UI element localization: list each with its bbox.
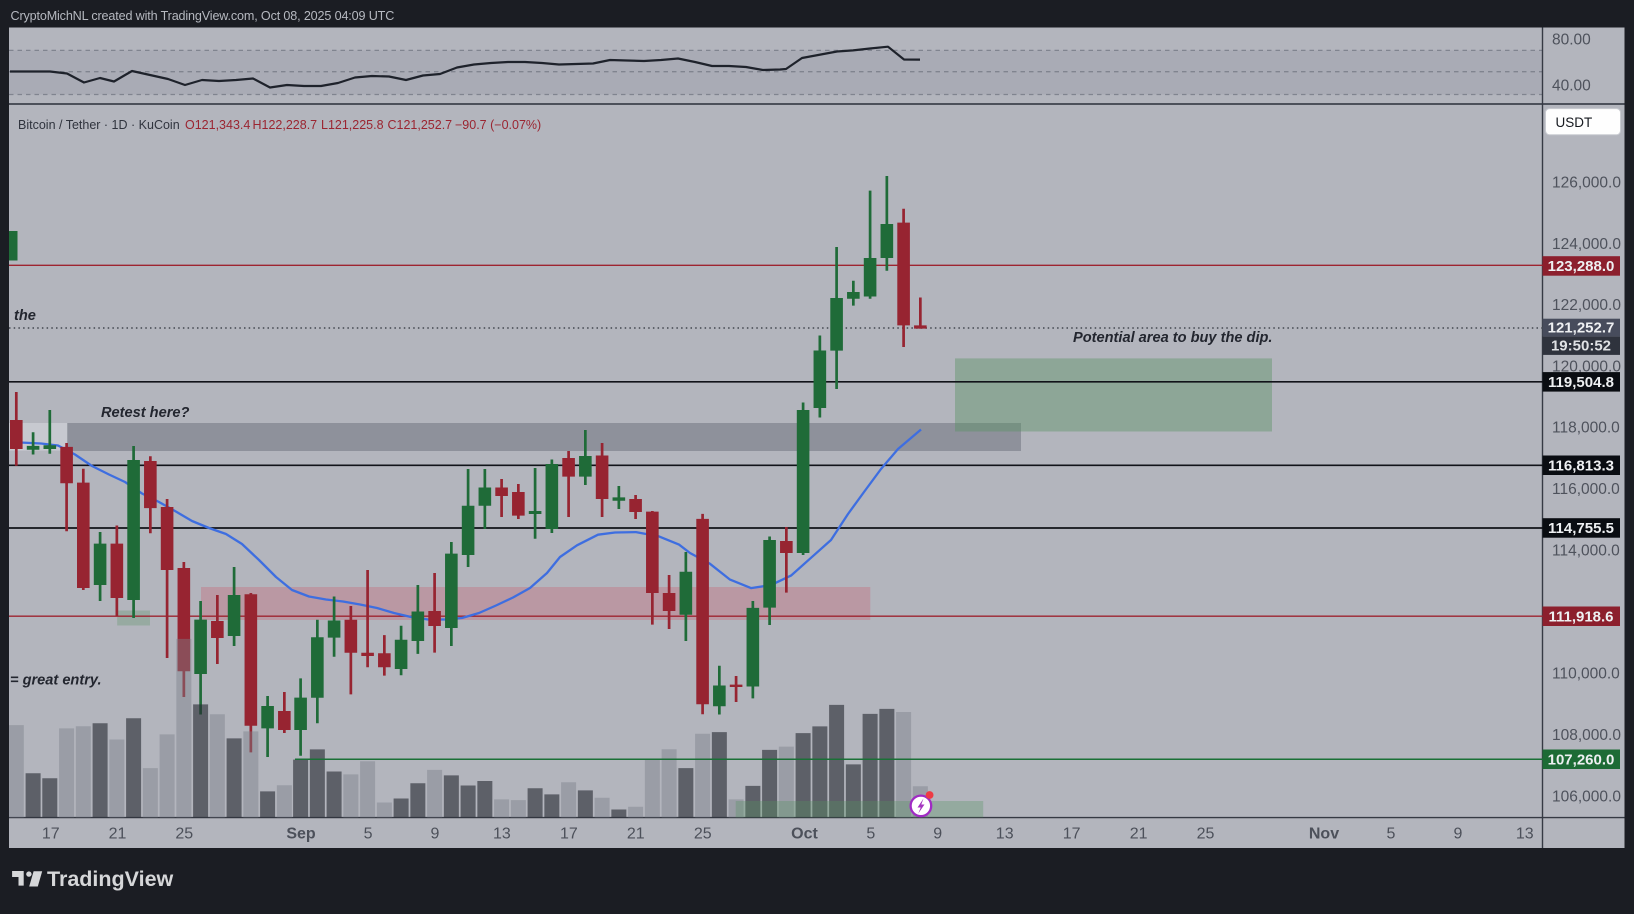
svg-text:TradingView: TradingView: [47, 867, 174, 891]
svg-text:5: 5: [1386, 826, 1395, 843]
svg-text:116,813.3: 116,813.3: [1548, 457, 1614, 474]
svg-text:17: 17: [560, 826, 578, 843]
svg-text:9: 9: [933, 826, 942, 843]
svg-text:O121,343.4: O121,343.4: [185, 118, 250, 132]
svg-text:−90.7 (−0.07%): −90.7 (−0.07%): [455, 118, 541, 132]
svg-text:Sep: Sep: [286, 826, 316, 843]
svg-text:13: 13: [493, 826, 511, 843]
svg-text:123,288.0: 123,288.0: [1548, 258, 1615, 275]
svg-text:Oct: Oct: [791, 826, 818, 843]
svg-text:17: 17: [42, 826, 60, 843]
svg-text:the: the: [14, 308, 36, 324]
svg-text:H122,228.7: H122,228.7: [253, 118, 318, 132]
svg-text:25: 25: [175, 826, 193, 843]
svg-text:119,504.8: 119,504.8: [1548, 374, 1614, 391]
svg-text:124,000.0: 124,000.0: [1552, 236, 1621, 253]
svg-text:40.00: 40.00: [1552, 78, 1591, 95]
svg-text:17: 17: [1063, 826, 1081, 843]
svg-text:116,000.0: 116,000.0: [1552, 481, 1620, 498]
svg-text:9: 9: [1453, 826, 1462, 843]
svg-text:USDT: USDT: [1556, 115, 1593, 130]
svg-text:107,260.0: 107,260.0: [1548, 751, 1615, 768]
svg-text:13: 13: [996, 826, 1014, 843]
svg-text:118,000.0: 118,000.0: [1552, 420, 1620, 437]
svg-text:C121,252.7: C121,252.7: [388, 118, 453, 132]
svg-text:Nov: Nov: [1309, 826, 1339, 843]
svg-text:19:50:52: 19:50:52: [1551, 338, 1611, 355]
svg-text:Potential area to buy the dip.: Potential area to buy the dip.: [1073, 330, 1272, 346]
svg-text:Bitcoin / Tether · 1D · KuCoin: Bitcoin / Tether · 1D · KuCoin: [18, 118, 180, 132]
svg-text:126,000.0: 126,000.0: [1552, 175, 1621, 192]
svg-text:110,000.0: 110,000.0: [1552, 666, 1620, 683]
svg-text:9: 9: [431, 826, 440, 843]
svg-text:5: 5: [866, 826, 875, 843]
svg-text:5: 5: [364, 826, 373, 843]
svg-text:21: 21: [1130, 826, 1148, 843]
svg-text:CryptoMichNL created with Trad: CryptoMichNL created with TradingView.co…: [11, 9, 395, 23]
svg-text:122,000.0: 122,000.0: [1552, 297, 1621, 314]
svg-text:80.00: 80.00: [1552, 32, 1591, 49]
svg-text:111,918.6: 111,918.6: [1548, 608, 1613, 625]
svg-text:25: 25: [1197, 826, 1215, 843]
svg-text:106,000.0: 106,000.0: [1552, 789, 1621, 806]
svg-text:25: 25: [694, 826, 712, 843]
svg-text:120,000.0: 120,000.0: [1552, 358, 1621, 375]
svg-text:L121,225.8: L121,225.8: [321, 118, 384, 132]
svg-text:114,000.0: 114,000.0: [1552, 543, 1620, 560]
svg-text:13: 13: [1516, 826, 1534, 843]
svg-text:21: 21: [109, 826, 127, 843]
svg-text:21: 21: [627, 826, 645, 843]
svg-text:Retest here?: Retest here?: [101, 405, 189, 421]
svg-text:= great entry.: = great entry.: [10, 673, 102, 689]
svg-text:108,000.0: 108,000.0: [1552, 727, 1621, 744]
svg-text:114,755.5: 114,755.5: [1548, 520, 1614, 537]
svg-text:121,252.7: 121,252.7: [1548, 320, 1615, 337]
